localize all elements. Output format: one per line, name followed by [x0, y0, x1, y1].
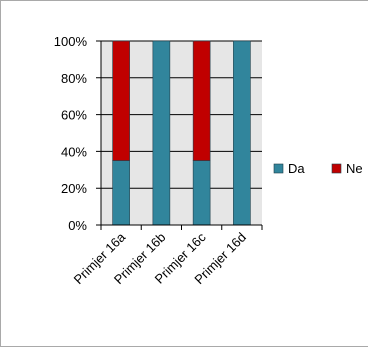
y-tick-label: 40%: [61, 144, 87, 159]
legend: Da Ne: [273, 161, 363, 176]
legend-label-da: Da: [288, 161, 305, 176]
bar-ne: [112, 40, 130, 161]
bar-da: [112, 160, 130, 226]
bar-da: [192, 160, 211, 226]
bars: [112, 40, 251, 226]
y-tick-label: 60%: [61, 108, 87, 123]
y-tick-label: 80%: [61, 71, 87, 86]
legend-swatch-da: [273, 163, 284, 174]
bar-da: [152, 40, 171, 226]
y-tick-labels: 0% 20% 40% 60% 80% 100%: [54, 34, 88, 233]
bar-da: [233, 40, 251, 226]
y-tick-label: 0%: [68, 218, 87, 233]
y-tick-label: 100%: [54, 34, 88, 49]
legend-label-ne: Ne: [346, 161, 363, 176]
bar-ne: [192, 40, 211, 161]
legend-swatch-ne: [331, 163, 342, 174]
y-tick-label: 20%: [61, 181, 87, 196]
